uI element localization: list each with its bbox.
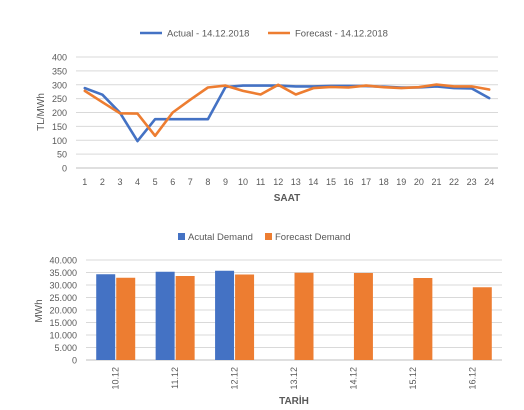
bar-chart-daily-demand: Acutal Demand Forecast Demand 0 5.000 10.00… xyxy=(34,232,502,407)
x-tick-label: 11.12 xyxy=(170,367,180,389)
y-tick-label: 100 xyxy=(52,136,67,146)
line-chart-grid xyxy=(76,56,498,169)
x-tick-label: 8 xyxy=(205,177,210,187)
x-tick-label: 12.12 xyxy=(230,367,240,390)
y-tick-label: 200 xyxy=(52,108,67,118)
y-tick-label: 10.000 xyxy=(49,331,77,341)
y-tick-label: 20.000 xyxy=(49,306,77,316)
legend-swatch xyxy=(178,233,185,240)
series-line-actual-14-12-2018 xyxy=(83,84,491,143)
y-tick-label: 50 xyxy=(57,150,67,160)
legend-label: Acutal Demand xyxy=(188,232,253,243)
y-tick-label: 150 xyxy=(52,122,67,132)
bar-forecast-demand-12-12 xyxy=(235,274,255,360)
x-tick-label: 16 xyxy=(344,177,354,187)
x-tick-label: 11 xyxy=(256,177,265,187)
legend-swatch xyxy=(265,233,272,240)
x-tick-label: 5 xyxy=(153,177,158,187)
bar-forecast-demand-13-12 xyxy=(294,272,314,360)
y-tick-label: 15.000 xyxy=(49,318,77,328)
x-tick-label: 14 xyxy=(308,177,318,187)
x-tick-label: 2 xyxy=(100,177,105,187)
x-tick-label: 12 xyxy=(273,177,283,187)
x-tick-label: 1 xyxy=(82,177,87,187)
x-tick-label: 20 xyxy=(414,177,424,187)
legend-label: Forecast - 14.12.2018 xyxy=(295,29,388,40)
bar-forecast-demand-16-12 xyxy=(472,287,492,360)
x-tick-label: 15 xyxy=(326,177,336,187)
x-tick-label: 10.12 xyxy=(111,367,121,390)
y-tick-label: 400 xyxy=(52,53,67,63)
y-tick-label: 0 xyxy=(62,164,67,174)
bar-chart-x-axis-label: TARİH xyxy=(279,394,309,407)
y-tick-label: 300 xyxy=(52,80,67,90)
x-tick-label: 15.12 xyxy=(408,367,418,390)
bar-chart-y-axis-label: MWh xyxy=(34,299,45,322)
x-tick-label: 22 xyxy=(449,177,459,187)
x-tick-label: 6 xyxy=(170,177,175,187)
x-tick-label: 10 xyxy=(238,177,248,187)
x-tick-label: 13 xyxy=(291,177,301,187)
x-tick-label: 13.12 xyxy=(289,367,299,390)
line-chart-hourly-price: Actual - 14.12.2018 Forecast - 14.12.2018… xyxy=(36,29,498,204)
x-tick-label: 17 xyxy=(361,177,371,187)
bar-chart-grid xyxy=(86,259,502,361)
x-tick-label: 19 xyxy=(396,177,406,187)
x-tick-label: 18 xyxy=(379,177,389,187)
x-tick-label: 7 xyxy=(188,177,193,187)
y-tick-label: 5.000 xyxy=(54,343,77,353)
legend-label: Actual - 14.12.2018 xyxy=(167,29,249,40)
legend-label: Forecast Demand xyxy=(275,232,351,243)
y-tick-label: 250 xyxy=(52,94,67,104)
line-chart-x-axis-label: SAAT xyxy=(274,193,300,204)
line-chart-y-axis-label: TL/MWh xyxy=(36,93,47,131)
bar-chart-bars xyxy=(96,270,492,360)
y-tick-label: 30.000 xyxy=(49,281,77,291)
x-tick-label: 3 xyxy=(117,177,122,187)
x-tick-label: 9 xyxy=(223,177,228,187)
y-tick-label: 40.000 xyxy=(49,256,77,266)
bar-forecast-demand-11-12 xyxy=(175,276,195,360)
y-tick-label: 350 xyxy=(52,66,67,76)
bar-chart-y-axis: 0 5.000 10.000 15.000 20.000 25.000 30.000 35.0… xyxy=(49,256,77,366)
bar-chart-legend: Acutal Demand Forecast Demand xyxy=(178,232,351,243)
x-tick-label: 21 xyxy=(431,177,441,187)
series-line-forecast-14-12-2018 xyxy=(83,83,491,138)
bar-forecast-demand-14-12 xyxy=(353,273,373,360)
x-tick-label: 24 xyxy=(484,177,494,187)
line-chart-legend: Actual - 14.12.2018 Forecast - 14.12.2018 xyxy=(140,29,388,40)
bar-acutal-demand-12-12 xyxy=(215,270,235,360)
bar-forecast-demand-15-12 xyxy=(413,278,433,360)
line-chart-x-axis: 1 2 3 4 5 6 7 8 9 10 11 12 13 14 15 16 17 18 19 20 21 22 23 24 xyxy=(82,177,494,187)
y-tick-label: 0 xyxy=(72,356,77,366)
x-tick-label: 16.12 xyxy=(467,367,477,390)
bar-acutal-demand-11-12 xyxy=(155,271,175,360)
bar-forecast-demand-10-12 xyxy=(116,277,136,360)
y-tick-label: 35.000 xyxy=(49,268,77,278)
line-chart-y-axis: 0 50 100 150 200 250 300 350 400 xyxy=(52,53,67,174)
x-tick-label: 14.12 xyxy=(348,367,358,390)
x-tick-label: 4 xyxy=(135,177,140,187)
bar-acutal-demand-10-12 xyxy=(96,274,116,360)
x-tick-label: 23 xyxy=(467,177,477,187)
line-chart-series xyxy=(83,83,491,143)
bar-chart-x-axis: 10.12 11.12 12.12 13.12 14.12 15.12 16.12 xyxy=(111,367,478,390)
y-tick-label: 25.000 xyxy=(49,293,77,303)
